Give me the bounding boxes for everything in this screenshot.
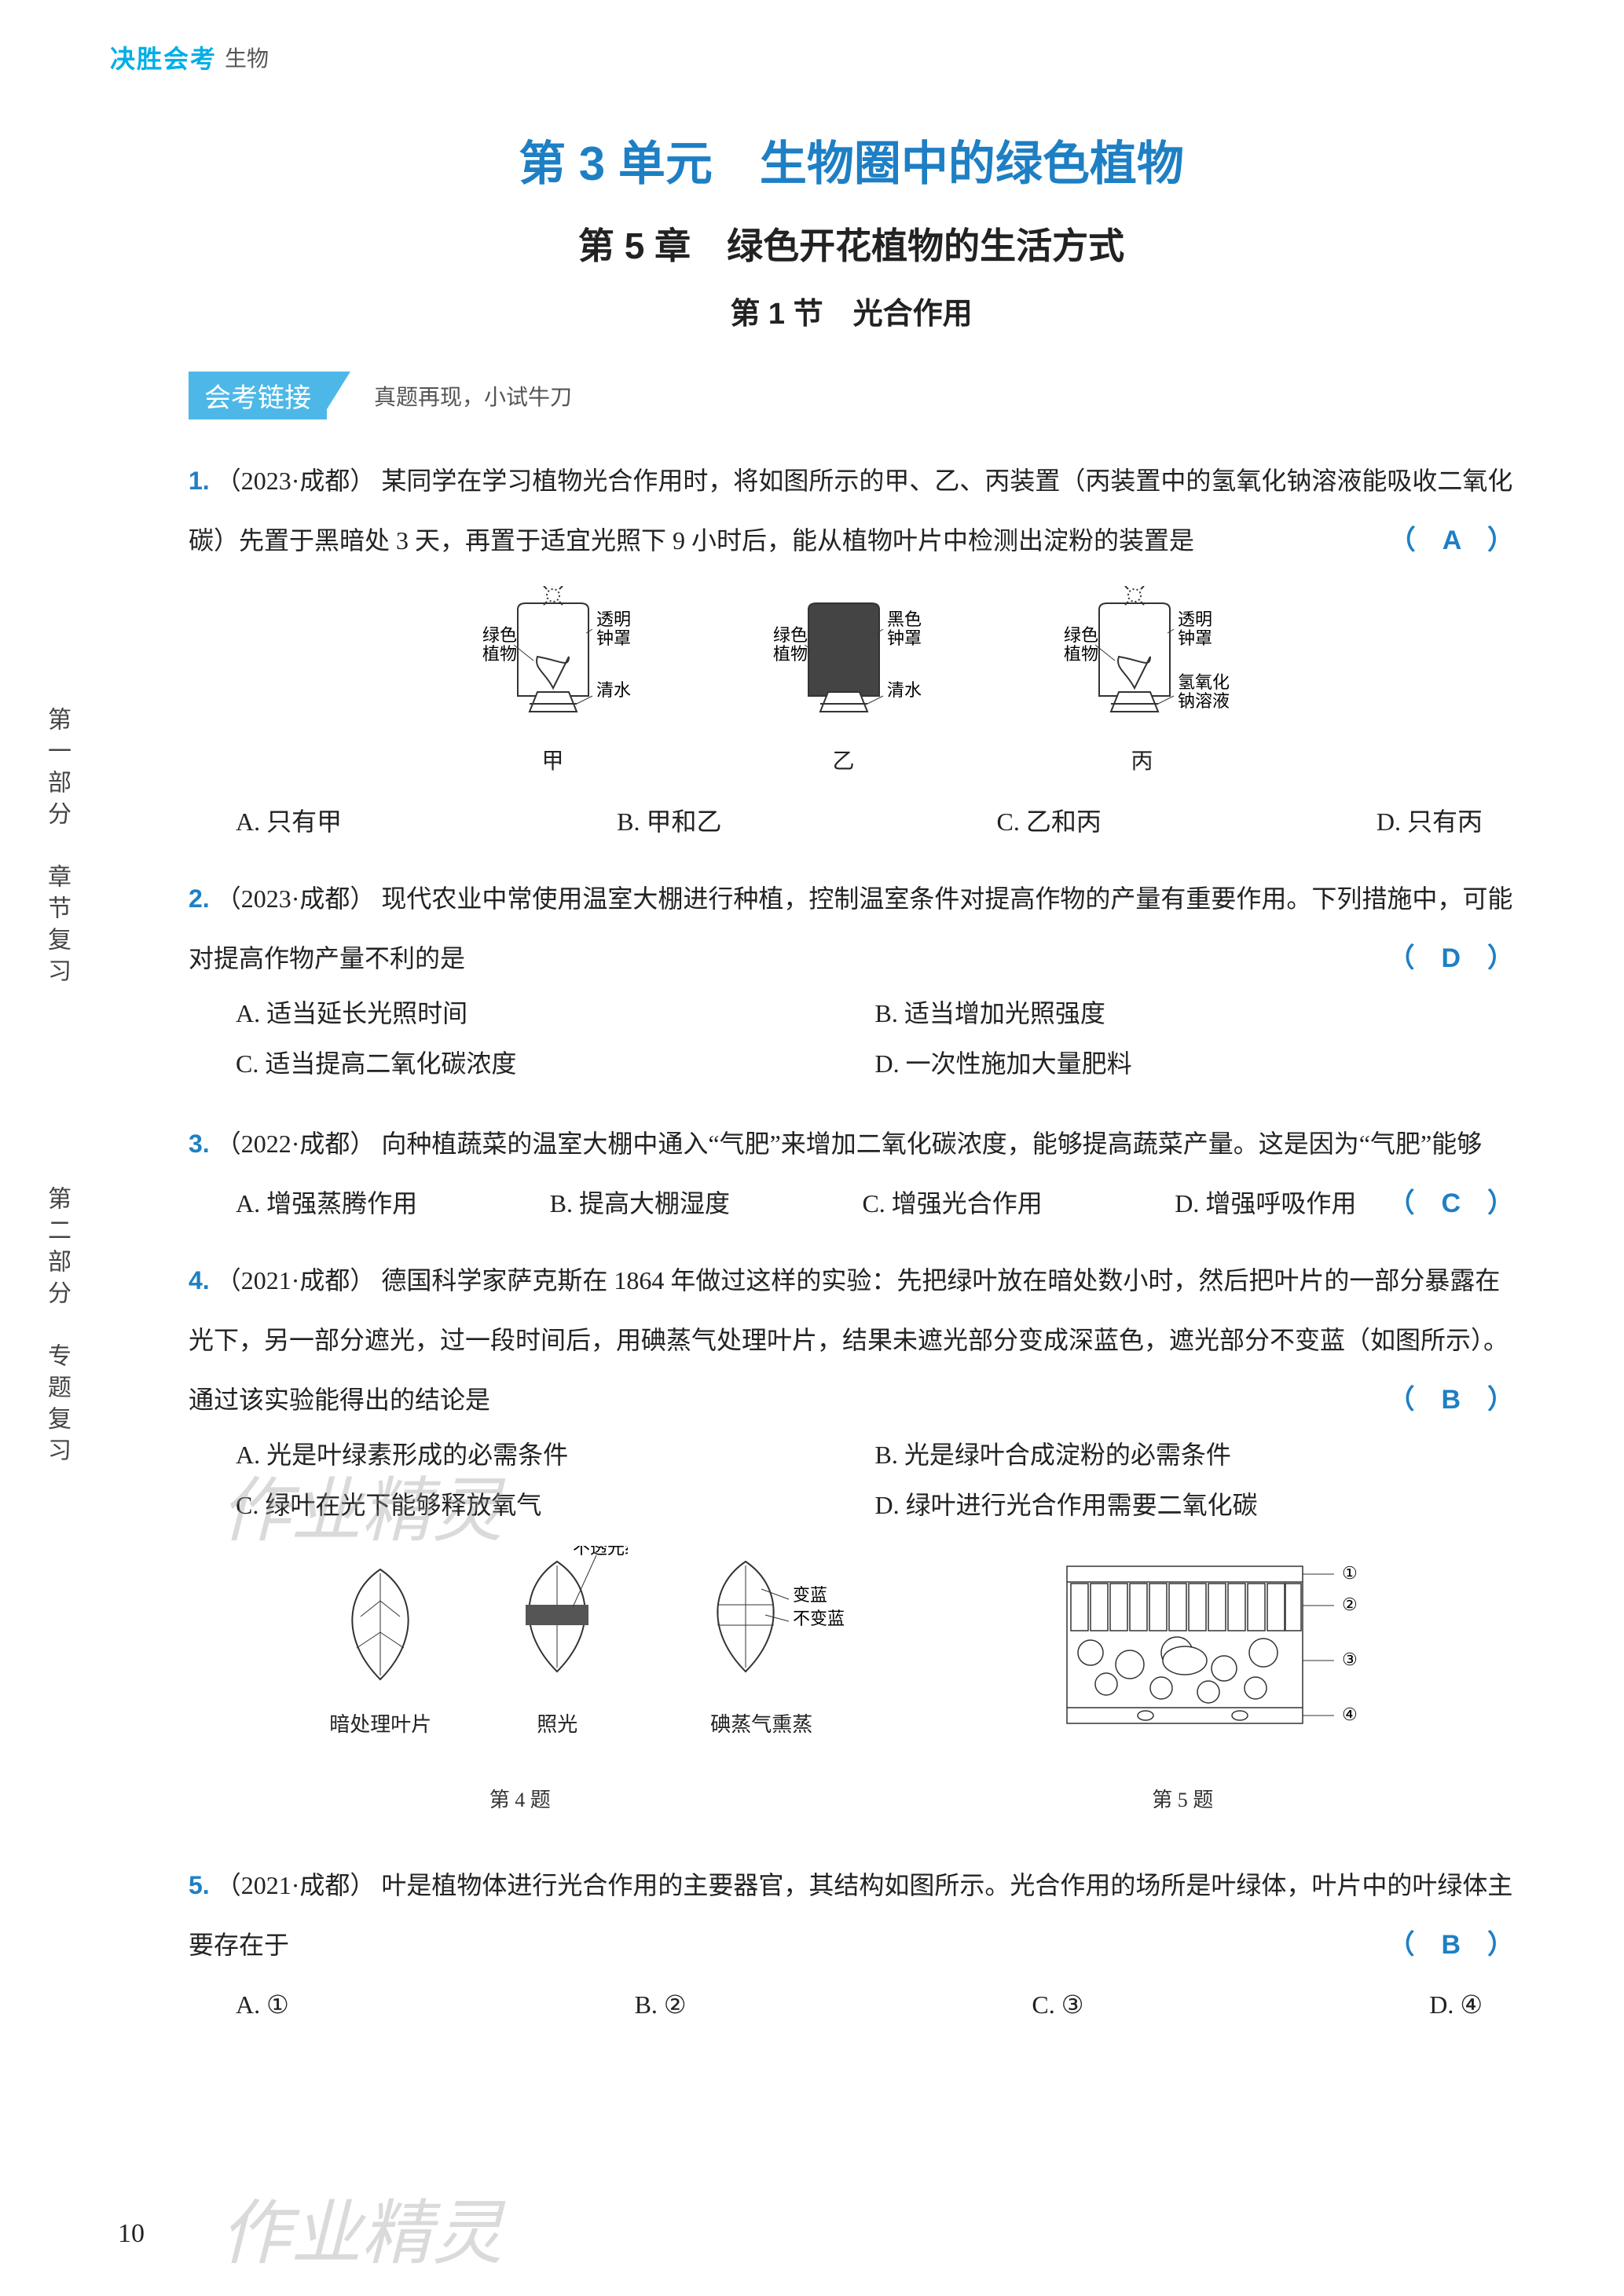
section-title: 第 1 节 光合作用 <box>189 289 1514 332</box>
q5-opt-a: A. ① <box>236 1983 289 2027</box>
jar-label-yi: 乙 <box>832 732 854 792</box>
svg-text:绿色植物: 绿色植物 <box>773 625 808 664</box>
jar-jia: 绿色植物 透明钟罩 清水 甲 <box>451 586 655 792</box>
q4-text: 德国科学家萨克斯在 1864 年做过这样的实验：先把绿叶放在暗处数小时，然后把叶… <box>189 1266 1509 1414</box>
svg-text:③: ③ <box>1342 1650 1358 1669</box>
brand-label: 决胜会考 <box>110 39 217 75</box>
q1-options: A. 只有甲 B. 甲和乙 C. 乙和丙 D. 只有丙 <box>189 800 1514 844</box>
q1-figure-row: 绿色植物 透明钟罩 清水 甲 绿色植物 <box>189 586 1514 792</box>
q3-opt-d: D. 增强呼吸作用 <box>1175 1181 1356 1225</box>
side-tabs: 第一部分 章节复习 第二部分 专题复习 <box>39 707 74 1469</box>
svg-text:透明钟罩: 透明钟罩 <box>1178 610 1212 648</box>
svg-text:变蓝: 变蓝 <box>793 1585 827 1605</box>
q4-opt-d: D. 绿叶进行光合作用需要二氧化碳 <box>875 1480 1515 1530</box>
q4-opt-a: A. 光是叶绿素形成的必需条件 <box>236 1430 875 1480</box>
q5-source: （2021·成都） <box>216 1871 376 1899</box>
q5-number: 5. <box>189 1871 210 1899</box>
q5-text: 叶是植物体进行光合作用的主要器官，其结构如图所示。光合作用的场所是叶绿体，叶片中… <box>189 1871 1512 1959</box>
side-tab-part2: 第二部分 专题复习 <box>39 1186 74 1469</box>
q3-opt-c: C. 增强光合作用 <box>862 1181 1042 1225</box>
q1-opt-b: B. 甲和乙 <box>617 800 721 844</box>
exam-link-box: 会考链接 真题再现，小试牛刀 <box>189 372 1514 419</box>
q3-answer: （ C ） <box>1388 1174 1514 1233</box>
question-1: 1. （2023·成都） 某同学在学习植物光合作用时，将如图所示的甲、乙、丙装置… <box>189 451 1514 844</box>
q4-answer: （ B ） <box>1388 1370 1514 1430</box>
svg-text:不变蓝: 不变蓝 <box>793 1609 845 1628</box>
page-header: 决胜会考 生物 <box>110 39 269 75</box>
q2-opt-a: A. 适当延长光照时间 <box>236 988 875 1038</box>
q5-answer: （ B ） <box>1388 1915 1514 1975</box>
svg-text:清水: 清水 <box>596 680 631 700</box>
q1-opt-c: C. 乙和丙 <box>996 800 1101 844</box>
q4-source: （2021·成都） <box>216 1266 376 1294</box>
q1-source: （2023·成都） <box>216 467 376 495</box>
q2-answer: （ D ） <box>1388 928 1514 988</box>
link-badge: 会考链接 <box>189 372 327 419</box>
question-5: 5. （2021·成都） 叶是植物体进行光合作用的主要器官，其结构如图所示。光合… <box>189 1855 1514 2027</box>
side-tab-part1: 第一部分 章节复习 <box>39 707 74 990</box>
svg-text:不透光纸: 不透光纸 <box>573 1546 628 1558</box>
q3-number: 3. <box>189 1130 210 1158</box>
leaf-label-3: 碘蒸气熏蒸 <box>675 1695 848 1755</box>
question-4: 4. （2021·成都） 德国科学家萨克斯在 1864 年做过这样的实验：先把绿… <box>189 1251 1514 1830</box>
jar-label-bing: 丙 <box>1131 732 1153 792</box>
q1-opt-a: A. 只有甲 <box>236 800 342 844</box>
q2-source: （2023·成都） <box>216 884 376 913</box>
q5-opt-d: D. ④ <box>1429 1983 1483 2027</box>
q3-text: 向种植蔬菜的温室大棚中通入“气肥”来增加二氧化碳浓度，能够提高蔬菜产量。这是因为… <box>381 1130 1482 1158</box>
svg-text:透明钟罩: 透明钟罩 <box>596 610 631 648</box>
svg-text:①: ① <box>1342 1563 1358 1583</box>
fig4-caption: 第 4 题 <box>489 1771 551 1830</box>
unit-title: 第 3 单元 生物圈中的绿色植物 <box>189 126 1514 194</box>
q5-opt-c: C. ③ <box>1032 1983 1083 2027</box>
q4-options: A. 光是叶绿素形成的必需条件 B. 光是绿叶合成淀粉的必需条件 C. 绿叶在光… <box>189 1430 1514 1530</box>
q4-q5-figures: 暗处理叶片 不透光纸 照光 <box>220 1546 1483 1755</box>
svg-text:氢氧化钠溶液: 氢氧化钠溶液 <box>1178 672 1230 711</box>
leaf-label-1: 暗处理叶片 <box>321 1695 439 1755</box>
q2-options: A. 适当延长光照时间 B. 适当增加光照强度 C. 适当提高二氧化碳浓度 D.… <box>189 988 1514 1089</box>
q2-opt-c: C. 适当提高二氧化碳浓度 <box>236 1038 875 1089</box>
svg-text:绿色植物: 绿色植物 <box>1064 625 1098 664</box>
question-3: 3. （2022·成都） 向种植蔬菜的温室大棚中通入“气肥”来增加二氧化碳浓度，… <box>189 1114 1514 1225</box>
subject-label: 生物 <box>225 42 269 73</box>
q3-source: （2022·成都） <box>216 1130 376 1158</box>
svg-text:清水: 清水 <box>887 680 922 700</box>
leaf-iodine: 变蓝 不变蓝 碘蒸气熏蒸 <box>675 1546 848 1755</box>
leaf-cross-section: ① ② ③ ④ <box>1051 1551 1381 1755</box>
q4-opt-b: B. 光是绿叶合成淀粉的必需条件 <box>875 1430 1515 1480</box>
page-number: 10 <box>118 2219 145 2249</box>
svg-text:绿色植物: 绿色植物 <box>482 625 517 664</box>
q1-text: 某同学在学习植物光合作用时，将如图所示的甲、乙、丙装置（丙装置中的氢氧化钠溶液能… <box>189 467 1512 555</box>
q2-number: 2. <box>189 884 210 913</box>
chapter-title: 第 5 章 绿色开花植物的生活方式 <box>189 218 1514 269</box>
jar-bing: 绿色植物 透明钟罩 氢氧化钠溶液 丙 <box>1032 586 1252 792</box>
q3-opt-b: B. 提高大棚湿度 <box>550 1181 730 1225</box>
q4-opt-c: C. 绿叶在光下能够释放氧气 <box>236 1480 875 1530</box>
svg-text:④: ④ <box>1342 1705 1358 1724</box>
jar-label-jia: 甲 <box>541 732 563 792</box>
svg-text:②: ② <box>1342 1595 1358 1614</box>
svg-text:黑色钟罩: 黑色钟罩 <box>887 610 922 648</box>
leaf-dark: 暗处理叶片 <box>321 1562 439 1755</box>
q1-answer: （ A ） <box>1389 511 1514 570</box>
q2-opt-b: B. 适当增加光照强度 <box>875 988 1515 1038</box>
q3-opt-a: A. 增强蒸腾作用 <box>236 1181 417 1225</box>
q5-options: A. ① B. ② C. ③ D. ④ <box>189 1983 1514 2027</box>
leaf-light: 不透光纸 照光 <box>486 1546 628 1755</box>
q4-number: 4. <box>189 1266 210 1294</box>
figure-captions: 第 4 题 第 5 题 <box>189 1771 1514 1830</box>
q1-number: 1. <box>189 467 210 495</box>
jar-yi: 绿色植物 黑色钟罩 清水 乙 <box>742 586 946 792</box>
q1-opt-d: D. 只有丙 <box>1377 800 1483 844</box>
q5-opt-b: B. ② <box>635 1983 687 2027</box>
q2-text: 现代农业中常使用温室大棚进行种植，控制温室条件对提高作物的产量有重要作用。下列措… <box>189 884 1512 972</box>
fig5-caption: 第 5 题 <box>1152 1771 1213 1830</box>
q2-opt-d: D. 一次性施加大量肥料 <box>875 1038 1515 1089</box>
leaf-label-2: 照光 <box>486 1695 628 1755</box>
link-caption: 真题再现，小试牛刀 <box>374 380 572 412</box>
watermark-2: 作业精灵 <box>220 2176 503 2278</box>
content-area: 第 3 单元 生物圈中的绿色植物 第 5 章 绿色开花植物的生活方式 第 1 节… <box>189 126 1514 2027</box>
q3-options: A. 增强蒸腾作用 B. 提高大棚湿度 C. 增强光合作用 D. 增强呼吸作用 <box>189 1181 1388 1225</box>
question-2: 2. （2023·成都） 现代农业中常使用温室大棚进行种植，控制温室条件对提高作… <box>189 869 1514 1089</box>
